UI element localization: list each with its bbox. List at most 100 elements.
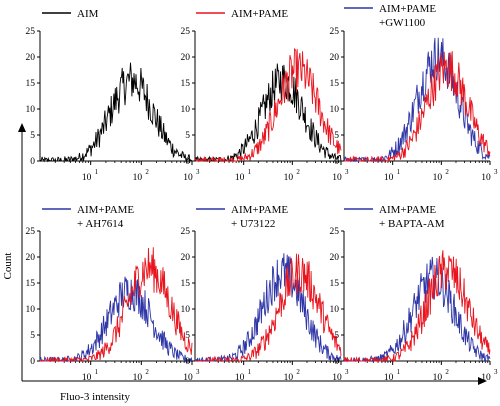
x-tick-label: 10	[133, 373, 143, 383]
x-tick-label: 10	[284, 373, 294, 383]
x-tick-label: 10	[481, 373, 491, 383]
y-tick-label: 20	[330, 53, 340, 63]
histogram-trace	[194, 63, 342, 163]
x-tick-label: 10	[433, 373, 443, 383]
y-tick-label: 0	[185, 157, 190, 167]
y-tick-label: 10	[330, 305, 340, 315]
x-tick-label: 10	[235, 373, 245, 383]
x-tick-label: 10	[384, 173, 394, 183]
x-tick-label: 10	[183, 373, 193, 383]
y-tick-label: 0	[185, 357, 190, 367]
y-tick-label: 20	[26, 253, 36, 263]
y-tick-label: 0	[30, 157, 35, 167]
legend-label: AIM	[77, 8, 99, 20]
x-tick-exponent: 2	[445, 168, 449, 176]
x-tick-exponent: 3	[345, 368, 349, 376]
y-tick-label: 25	[181, 27, 191, 37]
legend-label: + U73122	[231, 218, 275, 230]
y-tick-label: 0	[334, 357, 339, 367]
y-tick-label: 15	[181, 79, 191, 89]
y-tick-label: 10	[26, 305, 36, 315]
x-tick-exponent: 3	[494, 168, 498, 176]
y-tick-label: 20	[26, 53, 36, 63]
y-tick-label: 20	[330, 253, 340, 263]
y-tick-label: 25	[26, 27, 36, 37]
y-tick-label: 15	[181, 279, 191, 289]
x-tick-exponent: 1	[397, 368, 401, 376]
x-tick-exponent: 2	[445, 368, 449, 376]
histogram-trace	[39, 62, 193, 163]
x-tick-label: 10	[82, 173, 92, 183]
y-tick-label: 10	[26, 105, 36, 115]
x-tick-exponent: 1	[248, 168, 252, 176]
legend-label: AIM+PAME	[231, 8, 288, 20]
figure-y-label: Count	[2, 253, 14, 280]
y-tick-label: 0	[334, 157, 339, 167]
y-tick-label: 20	[181, 53, 191, 63]
histogram-trace	[39, 276, 193, 363]
x-tick-exponent: 1	[95, 168, 99, 176]
y-arrow-icon	[18, 123, 26, 132]
x-tick-label: 10	[284, 173, 294, 183]
y-tick-label: 10	[181, 105, 191, 115]
y-tick-label: 15	[330, 279, 340, 289]
y-tick-label: 5	[334, 131, 339, 141]
histogram-trace	[39, 247, 193, 363]
y-tick-label: 20	[181, 253, 191, 263]
x-tick-exponent: 3	[345, 168, 349, 176]
y-tick-label: 25	[181, 227, 191, 237]
x-tick-exponent: 3	[196, 168, 200, 176]
x-tick-label: 10	[133, 173, 143, 183]
y-tick-label: 5	[185, 131, 190, 141]
x-tick-exponent: 1	[248, 368, 252, 376]
x-tick-exponent: 2	[296, 168, 300, 176]
legend-label: +GW1100	[379, 17, 426, 29]
histogram-trace	[194, 253, 342, 363]
x-tick-label: 10	[235, 173, 245, 183]
panels: 0510152025101102103AIM051015202510110210…	[26, 3, 499, 383]
figure-x-label: Fluo-3 intensity	[60, 391, 130, 403]
y-tick-label: 25	[330, 227, 340, 237]
x-tick-exponent: 3	[196, 368, 200, 376]
x-tick-label: 10	[183, 173, 193, 183]
x-tick-label: 10	[332, 373, 342, 383]
y-tick-label: 5	[334, 331, 339, 341]
y-tick-label: 0	[30, 357, 35, 367]
legend-label: AIM+PAME	[77, 204, 134, 216]
histogram-trace	[343, 37, 491, 163]
y-tick-label: 10	[181, 305, 191, 315]
y-tick-label: 5	[30, 131, 35, 141]
legend-label: AIM+PAME	[379, 204, 436, 216]
x-tick-label: 10	[332, 173, 342, 183]
x-tick-exponent: 2	[296, 368, 300, 376]
figure-axes: Fluo-3 intensity Count	[2, 123, 487, 403]
y-tick-label: 25	[26, 227, 36, 237]
y-tick-label: 25	[330, 27, 340, 37]
x-tick-label: 10	[481, 173, 491, 183]
histogram-trace	[344, 51, 491, 163]
legend-label: + AH7614	[77, 218, 124, 230]
y-tick-label: 5	[185, 331, 190, 341]
histogram-trace	[194, 48, 342, 163]
x-tick-exponent: 1	[95, 368, 99, 376]
legend-label: AIM+PAME	[379, 3, 436, 15]
x-tick-exponent: 2	[145, 168, 149, 176]
x-tick-label: 10	[82, 373, 92, 383]
y-tick-label: 15	[26, 79, 36, 89]
y-tick-label: 5	[30, 331, 35, 341]
x-tick-label: 10	[433, 173, 443, 183]
x-arrow-icon	[478, 377, 487, 385]
x-tick-exponent: 3	[494, 368, 498, 376]
x-tick-label: 10	[384, 373, 394, 383]
x-tick-exponent: 2	[145, 368, 149, 376]
y-tick-label: 15	[330, 79, 340, 89]
histogram-trace	[195, 253, 342, 363]
x-tick-exponent: 1	[397, 168, 401, 176]
